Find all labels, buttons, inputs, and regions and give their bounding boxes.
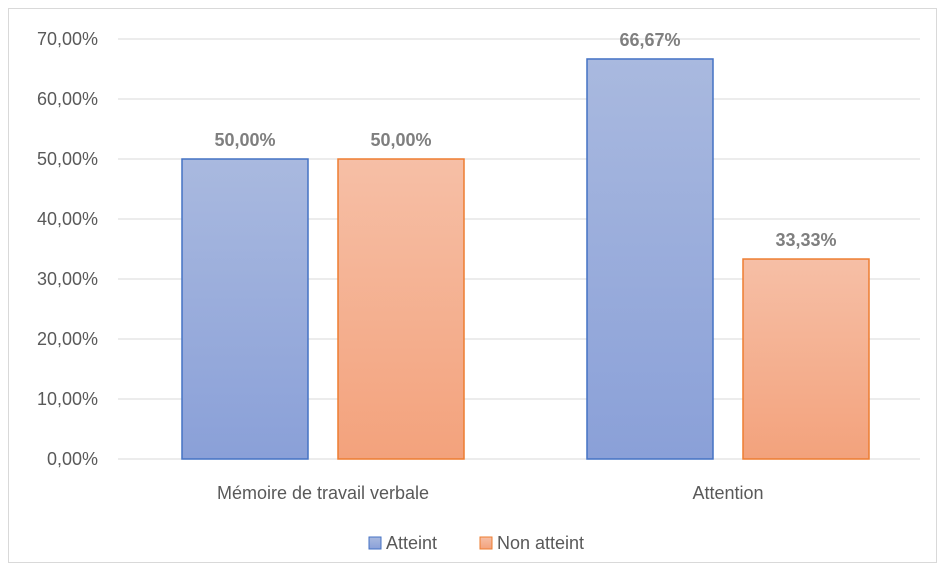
data-label: 66,67%: [619, 30, 680, 50]
bar-atteint-1: [586, 58, 714, 460]
bar-non-atteint-0: [337, 158, 465, 460]
y-tick-label: 0,00%: [47, 449, 98, 469]
y-tick-label: 20,00%: [37, 329, 98, 349]
category-labels: Mémoire de travail verbale Attention: [217, 483, 764, 503]
y-axis-ticks: 0,00% 10,00% 20,00% 30,00% 40,00% 50,00% 60,00…: [37, 29, 98, 469]
legend-label: Non atteint: [497, 533, 584, 553]
y-tick-label: 50,00%: [37, 149, 98, 169]
data-label: 33,33%: [775, 230, 836, 250]
data-label: 50,00%: [214, 130, 275, 150]
legend: Atteint Non atteint: [368, 533, 584, 553]
y-tick-label: 60,00%: [37, 89, 98, 109]
legend-label: Atteint: [386, 533, 437, 553]
data-labels: 50,00% 50,00% 66,67% 33,33%: [214, 30, 836, 250]
category-label: Attention: [692, 483, 763, 503]
data-label: 50,00%: [370, 130, 431, 150]
y-tick-label: 30,00%: [37, 269, 98, 289]
bars: [181, 58, 870, 460]
y-tick-label: 10,00%: [37, 389, 98, 409]
category-label: Mémoire de travail verbale: [217, 483, 429, 503]
y-tick-label: 40,00%: [37, 209, 98, 229]
bar-non-atteint-1: [742, 258, 870, 460]
legend-swatch-atteint: [368, 536, 382, 550]
y-tick-label: 70,00%: [37, 29, 98, 49]
legend-swatch-non-atteint: [479, 536, 493, 550]
bar-atteint-0: [181, 158, 309, 460]
